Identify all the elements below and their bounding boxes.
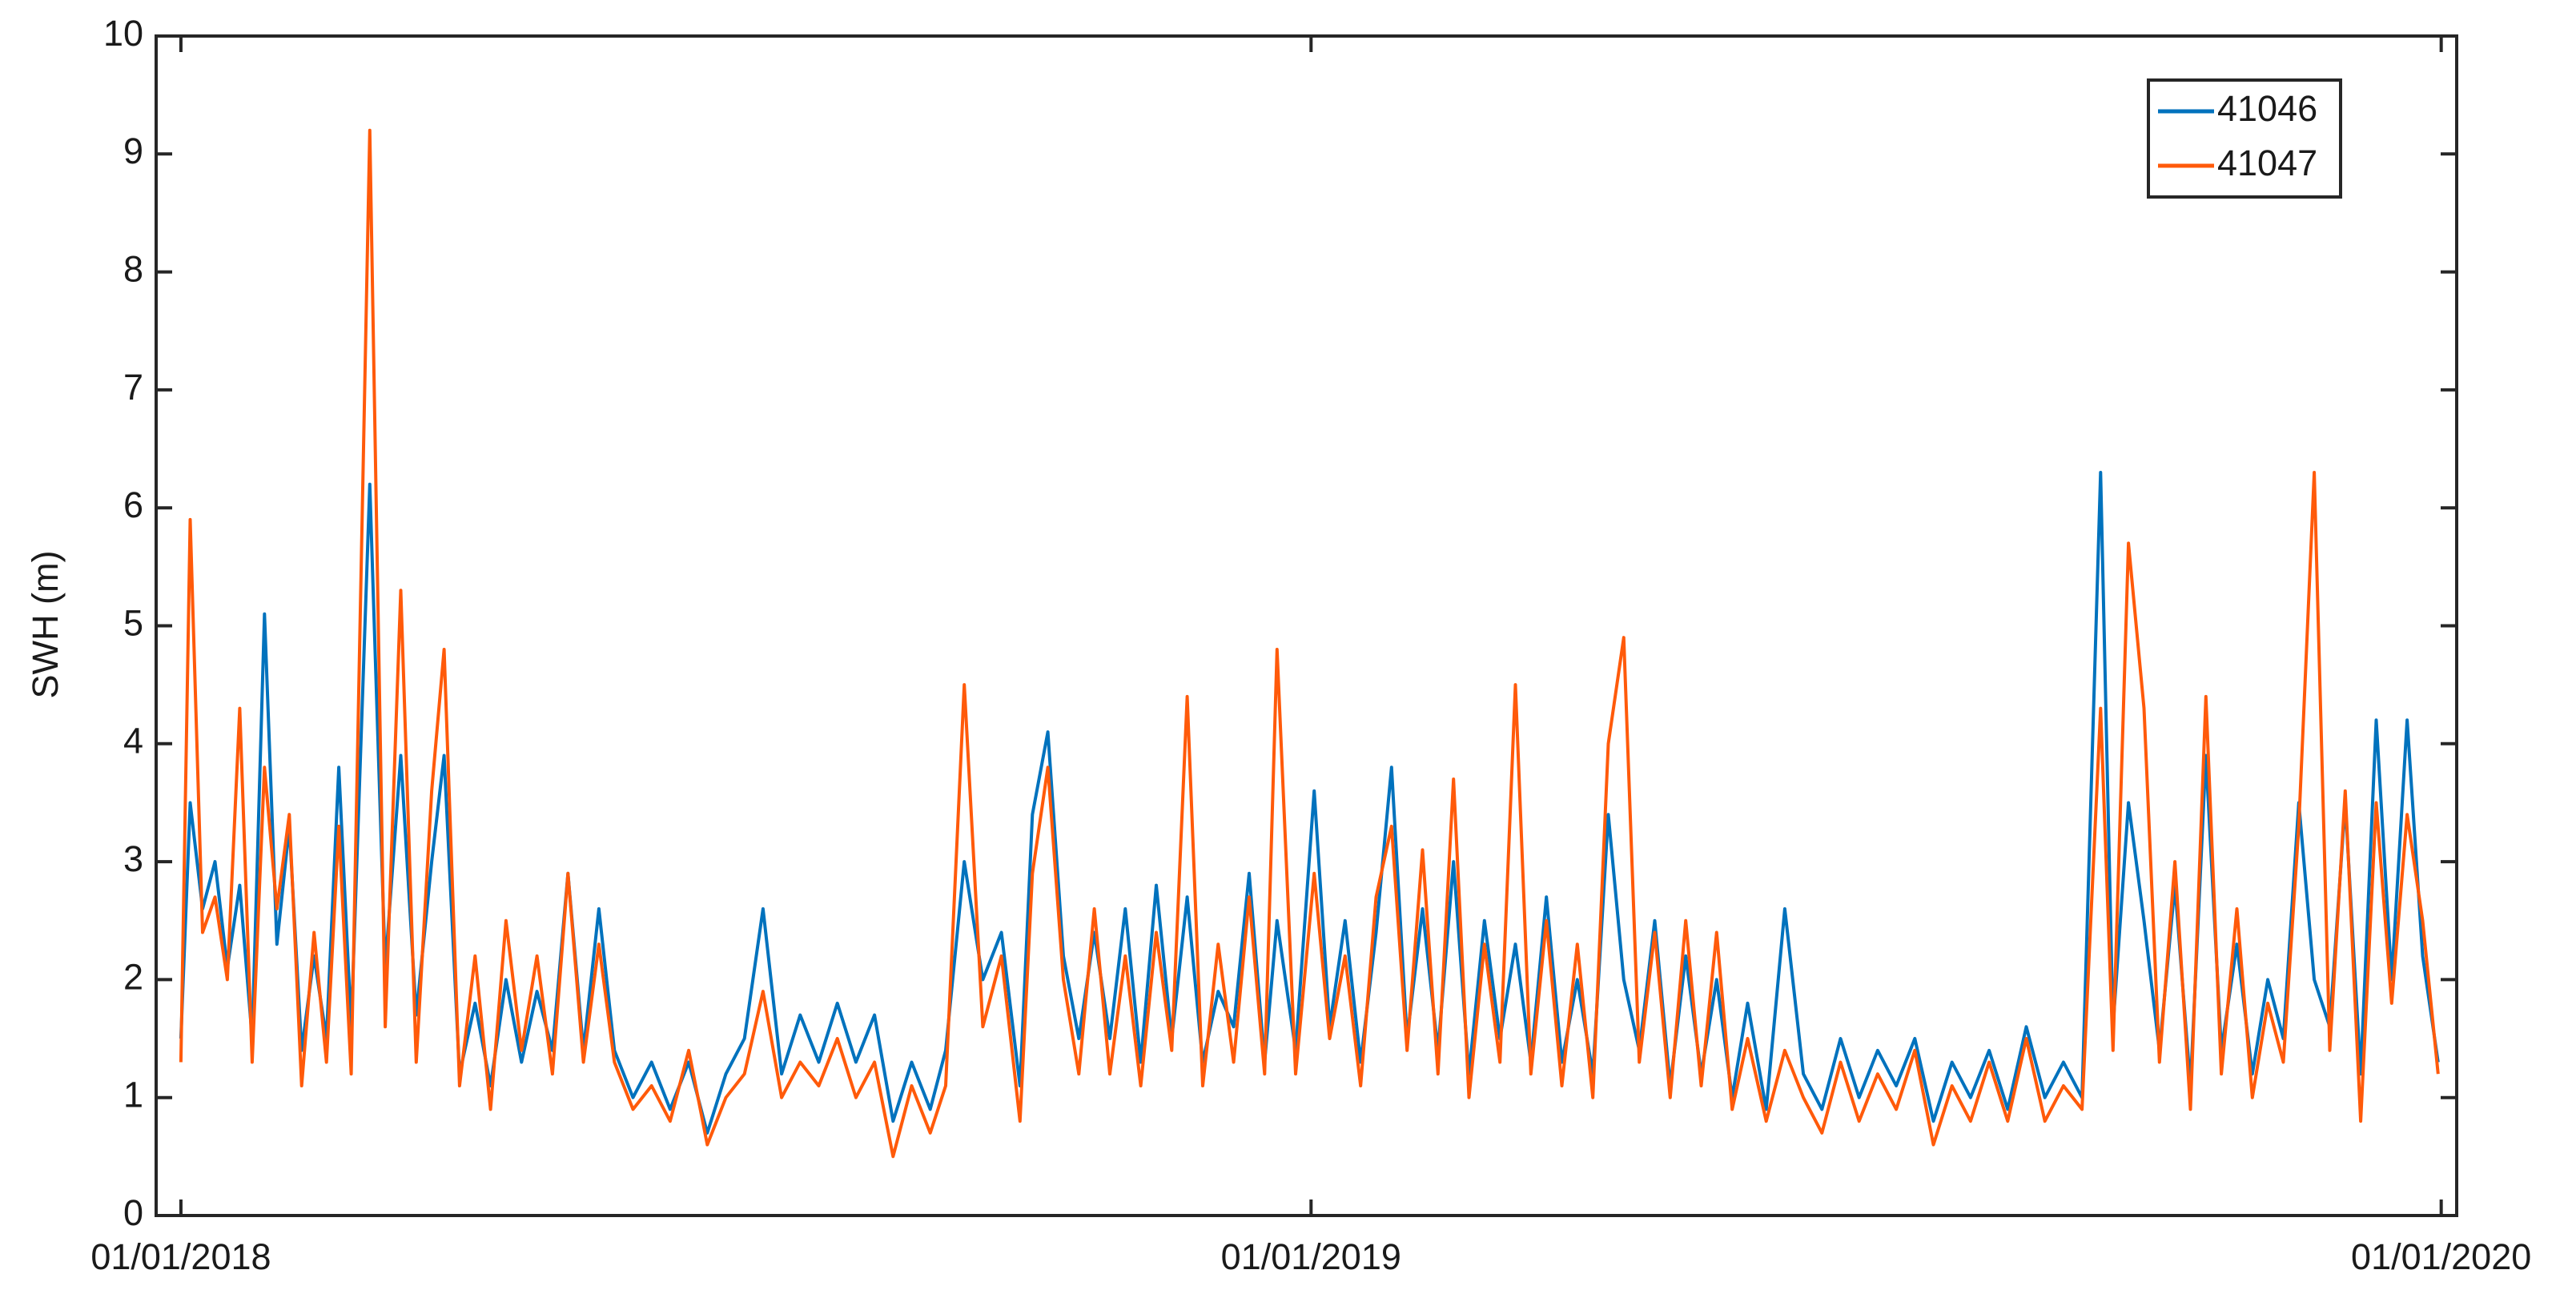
data-line bbox=[179, 128, 2440, 1159]
legend-box bbox=[2147, 78, 2342, 199]
legend: 41046 41047 bbox=[2147, 78, 2342, 199]
y-tick-label: 2 bbox=[123, 956, 143, 997]
y-axis-label: SWH (m) bbox=[25, 551, 66, 699]
y-tick-label: 7 bbox=[123, 367, 143, 408]
x-tick-label: 01/01/2018 bbox=[90, 1236, 271, 1277]
y-tick-label: 5 bbox=[123, 602, 143, 643]
legend-label: 41046 bbox=[2217, 88, 2317, 129]
y-tick-label: 10 bbox=[103, 13, 143, 54]
legend-label: 41047 bbox=[2217, 143, 2317, 183]
y-tick-label: 6 bbox=[123, 484, 143, 525]
y-tick-label: 1 bbox=[123, 1075, 143, 1115]
y-tick-label: 3 bbox=[123, 838, 143, 879]
x-tick-label: 01/01/2019 bbox=[1221, 1236, 1401, 1277]
y-tick-label: 4 bbox=[123, 721, 143, 761]
y-tick-label: 8 bbox=[123, 248, 143, 289]
y-tick-label: 9 bbox=[123, 131, 143, 171]
x-tick-label: 01/01/2020 bbox=[2351, 1236, 2531, 1277]
y-tick-label: 0 bbox=[123, 1192, 143, 1233]
